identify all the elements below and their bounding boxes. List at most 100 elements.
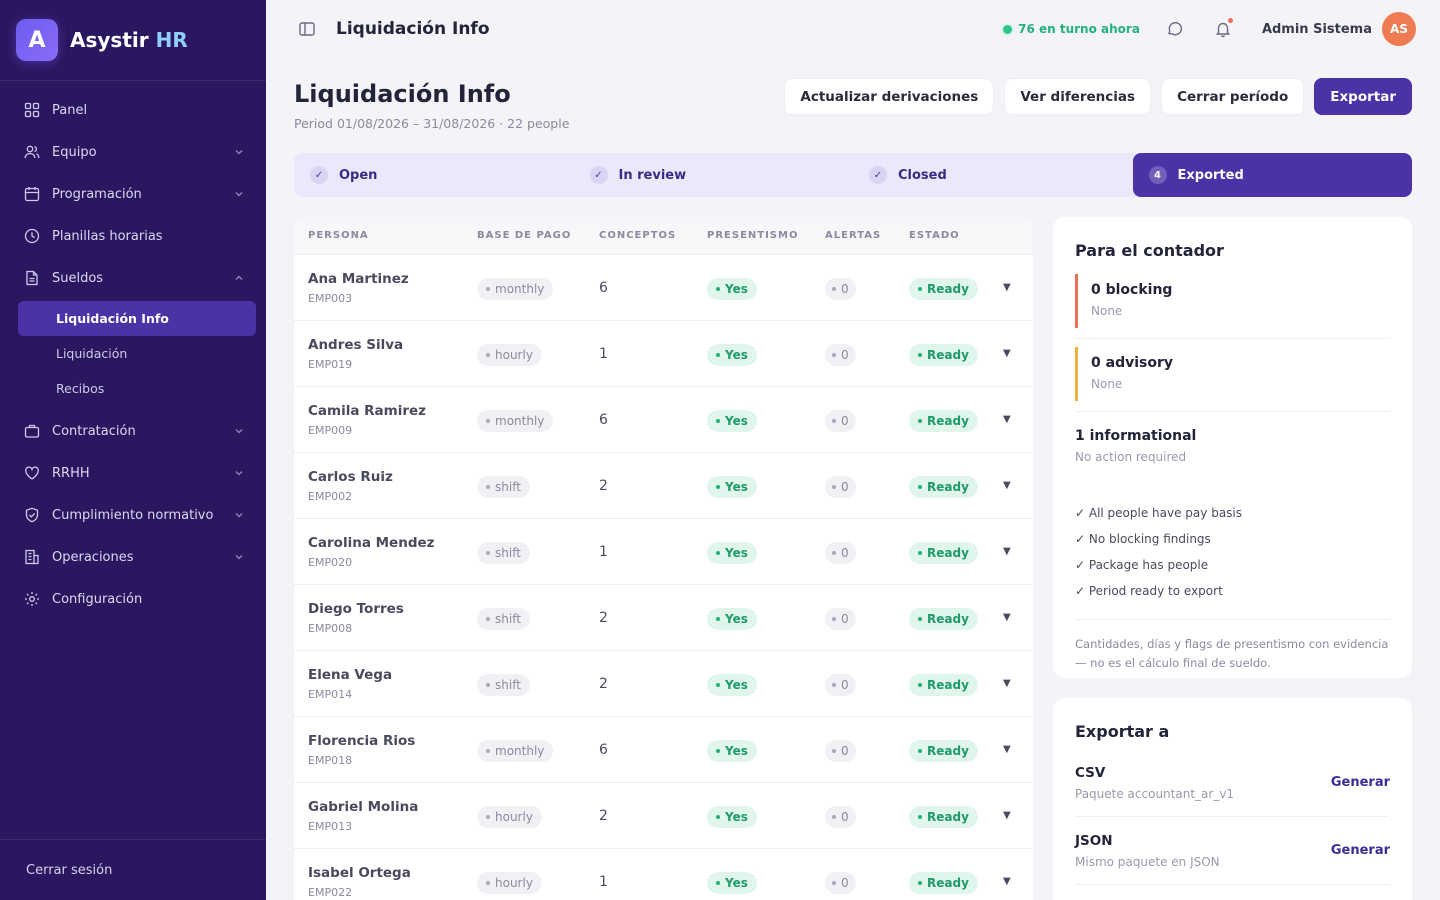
alerts-count: 0 xyxy=(841,677,849,692)
column-header-persona[interactable]: PERSONA xyxy=(308,230,369,241)
blocking-title: 0 blocking xyxy=(1091,282,1173,298)
expand-row-icon[interactable]: ▼ xyxy=(1003,612,1011,623)
status-badge: Ready xyxy=(909,805,978,828)
chevron-down-icon[interactable] xyxy=(234,189,244,199)
chat-button[interactable] xyxy=(1166,20,1184,38)
sidebar-item-programacion[interactable]: Programación xyxy=(0,173,266,215)
sidebar-item-rrhh[interactable]: RRHH xyxy=(0,452,266,494)
person-name[interactable]: Ana Martinez xyxy=(308,270,409,287)
user-name[interactable]: Admin Sistema xyxy=(1261,21,1372,37)
step-exported[interactable]: 4 Exported xyxy=(1132,153,1412,197)
column-header-base[interactable]: BASE DE PAGO xyxy=(477,230,572,241)
expand-row-icon[interactable]: ▼ xyxy=(1003,282,1011,293)
expand-row-icon[interactable]: ▼ xyxy=(1003,348,1011,359)
person-name[interactable]: Andres Silva xyxy=(308,336,404,353)
sidebar-toggle-icon[interactable] xyxy=(298,20,316,38)
expand-row-icon[interactable]: ▼ xyxy=(1003,744,1011,755)
avatar[interactable]: AS xyxy=(1382,12,1416,46)
sidebar-subitem-liquidacion[interactable]: Liquidación xyxy=(56,346,128,361)
sidebar-subitem-recibos[interactable]: Recibos xyxy=(56,381,105,396)
pay-basis-label: hourly xyxy=(495,875,533,890)
column-header-alertas[interactable]: ALERTAS xyxy=(825,230,882,241)
dot-icon xyxy=(716,748,720,753)
person-name[interactable]: Camila Ramirez xyxy=(308,402,427,419)
pay-basis-label: shift xyxy=(495,677,521,692)
chevron-down-icon[interactable] xyxy=(234,552,244,562)
informational-title: 1 informational xyxy=(1075,428,1197,444)
view-differences-button[interactable]: Ver diferencias xyxy=(1004,78,1152,115)
person-name[interactable]: Carlos Ruiz xyxy=(308,468,393,485)
generate-json-button[interactable]: Generar xyxy=(1330,843,1390,858)
notifications-button[interactable] xyxy=(1214,18,1233,38)
table-row[interactable]: Elena Vega EMP014 shift 2 Yes 0 Ready ▼ xyxy=(294,651,1033,717)
table-row[interactable]: Camila Ramirez EMP009 monthly 6 Yes 0 Ready ▼ xyxy=(294,387,1033,453)
sidebar-item-configuracion[interactable]: Configuración xyxy=(0,578,266,620)
chevron-down-icon[interactable] xyxy=(234,426,244,436)
person-name[interactable]: Diego Torres xyxy=(308,600,404,617)
presentism-badge: Yes xyxy=(707,409,757,432)
person-cell: Carolina Mendez EMP020 xyxy=(294,535,477,569)
informational-findings[interactable]: 1 informational No action required xyxy=(1075,420,1390,474)
sidebar-item-equipo[interactable]: Equipo xyxy=(0,131,266,173)
sidebar-item-planillas[interactable]: Planillas horarias xyxy=(0,215,266,257)
sidebar-item-contratacion[interactable]: Contratación xyxy=(0,410,266,452)
person-name[interactable]: Carolina Mendez xyxy=(308,534,435,551)
check-icon: ✓ xyxy=(310,166,328,184)
step-open[interactable]: ✓ Open xyxy=(294,153,574,197)
expand-row-icon[interactable]: ▼ xyxy=(1003,546,1011,557)
column-header-conceptos[interactable]: CONCEPTOS xyxy=(599,230,677,241)
blocking-findings[interactable]: 0 blocking None xyxy=(1075,274,1390,328)
presentism-badge: Yes xyxy=(707,277,757,300)
expand-row-icon[interactable]: ▼ xyxy=(1003,414,1011,425)
person-cell: Gabriel Molina EMP013 xyxy=(294,799,477,833)
table-row[interactable]: Diego Torres EMP008 shift 2 Yes 0 Ready ▼ xyxy=(294,585,1033,651)
close-period-button[interactable]: Cerrar período xyxy=(1161,78,1305,115)
table-row[interactable]: Ana Martinez EMP003 monthly 6 Yes 0 Ready ▼ xyxy=(294,255,1033,321)
pay-basis-cell: hourly xyxy=(477,804,599,828)
sidebar-item-operaciones[interactable]: Operaciones xyxy=(0,536,266,578)
dot-icon xyxy=(486,352,490,357)
concepts-count: 1 xyxy=(599,873,608,890)
person-id: EMP009 xyxy=(308,423,353,437)
table-row[interactable]: Isabel Ortega EMP022 hourly 1 Yes 0 Ready ▼ xyxy=(294,849,1033,900)
person-name[interactable]: Gabriel Molina xyxy=(308,798,419,815)
table-row[interactable]: Florencia Rios EMP018 monthly 6 Yes 0 Ready ▼ xyxy=(294,717,1033,783)
chevron-down-icon[interactable] xyxy=(234,510,244,520)
table-row[interactable]: Carlos Ruiz EMP002 shift 2 Yes 0 Ready ▼ xyxy=(294,453,1033,519)
expand-row-icon[interactable]: ▼ xyxy=(1003,480,1011,491)
sidebar-item-sueldos[interactable]: Sueldos xyxy=(0,257,266,299)
table-row[interactable]: Andres Silva EMP019 hourly 1 Yes 0 Ready ▼ xyxy=(294,321,1033,387)
person-id: EMP018 xyxy=(308,753,353,767)
blocking-sub: None xyxy=(1091,304,1123,318)
expand-row-icon[interactable]: ▼ xyxy=(1003,678,1011,689)
export-button[interactable]: Exportar xyxy=(1314,78,1412,115)
person-name[interactable]: Florencia Rios xyxy=(308,732,416,749)
chevron-up-icon[interactable] xyxy=(234,273,244,283)
status-cell: Ready xyxy=(909,540,1003,564)
brand[interactable]: A Asystir HR xyxy=(0,0,266,81)
refresh-derivations-button[interactable]: Actualizar derivaciones xyxy=(784,78,995,115)
table-row[interactable]: Gabriel Molina EMP013 hourly 2 Yes 0 Ready ▼ xyxy=(294,783,1033,849)
person-name[interactable]: Elena Vega xyxy=(308,666,393,683)
step-closed[interactable]: ✓ Closed xyxy=(853,153,1133,197)
alerts-badge: 0 xyxy=(825,541,856,564)
expand-row-icon[interactable]: ▼ xyxy=(1003,810,1011,821)
column-header-estado[interactable]: ESTADO xyxy=(909,230,960,241)
generate-csv-button[interactable]: Generar xyxy=(1330,775,1390,790)
person-name[interactable]: Isabel Ortega xyxy=(308,864,411,881)
sidebar-subitem-liquidacion-info[interactable]: Liquidación Info xyxy=(18,301,256,336)
logout-button[interactable]: Cerrar sesión xyxy=(0,839,266,900)
advisory-findings[interactable]: 0 advisory None xyxy=(1075,347,1390,401)
dot-icon xyxy=(486,682,490,687)
chevron-down-icon[interactable] xyxy=(234,147,244,157)
step-in-review[interactable]: ✓ In review xyxy=(574,153,854,197)
shift-status[interactable]: 76 en turno ahora xyxy=(1003,22,1140,36)
expand-row-icon[interactable]: ▼ xyxy=(1003,876,1011,887)
chevron-down-icon[interactable] xyxy=(234,468,244,478)
table-row[interactable]: Carolina Mendez EMP020 shift 1 Yes 0 Ready ▼ xyxy=(294,519,1033,585)
alerts-cell: 0 xyxy=(825,606,909,630)
sidebar-item-cumplimiento[interactable]: Cumplimiento normativo xyxy=(0,494,266,536)
sidebar-item-panel[interactable]: Panel xyxy=(0,89,266,131)
accountant-card-title: Para el contador xyxy=(1075,241,1224,260)
column-header-presentismo[interactable]: PRESENTISMO xyxy=(707,230,799,241)
